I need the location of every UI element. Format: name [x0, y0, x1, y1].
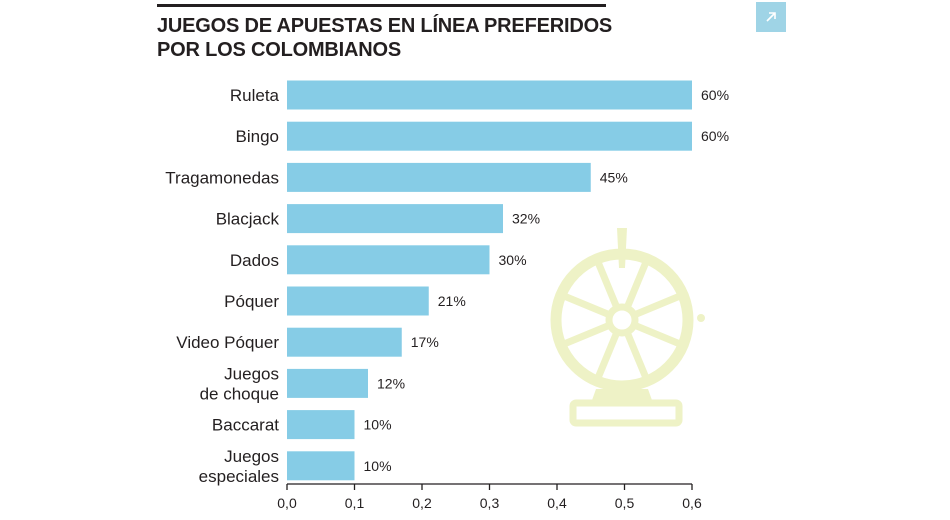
- category-label-line: Bingo: [236, 127, 279, 146]
- data-label: 21%: [438, 293, 466, 309]
- bar: [287, 327, 402, 357]
- category-label: Dados: [230, 251, 279, 270]
- wheel-spoke: [623, 257, 651, 310]
- data-label: 32%: [512, 211, 540, 227]
- wheel-spoke: [559, 321, 612, 349]
- x-tick-label: 0,0: [277, 495, 297, 511]
- bars-group: Ruleta 60% Bingo 60% Tragamonedas 45% Blacjack…: [165, 80, 729, 486]
- bar: [287, 162, 591, 192]
- bar: [287, 368, 368, 398]
- bar: [287, 121, 692, 151]
- wheel-spoke: [632, 291, 685, 319]
- bar: [287, 410, 355, 440]
- wheel-rim: [550, 248, 694, 392]
- x-tick-label: 0,5: [615, 495, 635, 511]
- category-label-line: Ruleta: [230, 86, 280, 105]
- x-axis: 0,0 0,1 0,2 0,3 0,4 0,5 0,6: [277, 483, 702, 511]
- wheel-spoke: [559, 291, 612, 319]
- wheel-spoke: [593, 257, 621, 310]
- wheel-knob: [697, 314, 705, 322]
- category-label: Juegos especiales: [199, 447, 279, 486]
- wheel-spoke: [632, 321, 685, 349]
- category-label: Póquer: [224, 292, 279, 311]
- category-label-line: Baccarat: [212, 416, 279, 435]
- expand-button[interactable]: [756, 2, 786, 32]
- category-label: Baccarat: [212, 416, 279, 435]
- x-tick-label: 0,1: [345, 495, 365, 511]
- category-label-line: Póquer: [224, 292, 279, 311]
- wheel-spoke: [593, 330, 621, 383]
- category-label: Tragamonedas: [165, 168, 279, 187]
- x-tick-label: 0,4: [547, 495, 567, 511]
- bar: [287, 245, 490, 275]
- bar: [287, 80, 692, 110]
- bar: [287, 204, 503, 234]
- data-label: 10%: [364, 458, 392, 474]
- category-label: Bingo: [236, 127, 279, 146]
- category-label: Juegos de choque: [200, 364, 279, 403]
- bar: [287, 286, 429, 316]
- bar: [287, 451, 355, 481]
- chart-title: JUEGOS DE APUESTAS EN LÍNEA PREFERIDOS P…: [157, 14, 717, 62]
- category-label: Video Póquer: [176, 333, 279, 352]
- wheel-hub: [605, 303, 639, 337]
- data-label: 12%: [377, 375, 405, 391]
- category-label: Blacjack: [216, 210, 280, 229]
- category-label: Ruleta: [230, 86, 280, 105]
- x-tick-label: 0,2: [412, 495, 432, 511]
- wheel-pointer: [617, 228, 627, 268]
- title-rule: [157, 4, 606, 7]
- category-label-line: especiales: [199, 467, 279, 486]
- x-tick-label: 0,6: [682, 495, 702, 511]
- category-label-line: Juegos: [224, 447, 279, 466]
- data-label: 60%: [701, 128, 729, 144]
- wheel-base: [569, 399, 683, 427]
- data-label: 45%: [600, 169, 628, 185]
- data-label: 60%: [701, 87, 729, 103]
- x-tick-label: 0,3: [480, 495, 500, 511]
- data-label: 10%: [364, 417, 392, 433]
- category-label-line: Dados: [230, 251, 279, 270]
- category-label-line: Blacjack: [216, 210, 280, 229]
- data-label: 17%: [411, 334, 439, 350]
- chart-title-line-1: JUEGOS DE APUESTAS EN LÍNEA PREFERIDOS: [157, 15, 613, 37]
- category-label-line: de choque: [200, 384, 279, 403]
- wheel-spoke: [623, 330, 651, 383]
- arrow-up-right-icon: [766, 12, 776, 22]
- roulette-wheel-illustration: [550, 228, 705, 427]
- chart-title-line-2: POR LOS COLOMBIANOS: [157, 39, 401, 61]
- category-label-line: Tragamonedas: [165, 168, 279, 187]
- category-label-line: Juegos: [224, 364, 279, 383]
- category-label-line: Video Póquer: [176, 333, 279, 352]
- data-label: 30%: [499, 252, 527, 268]
